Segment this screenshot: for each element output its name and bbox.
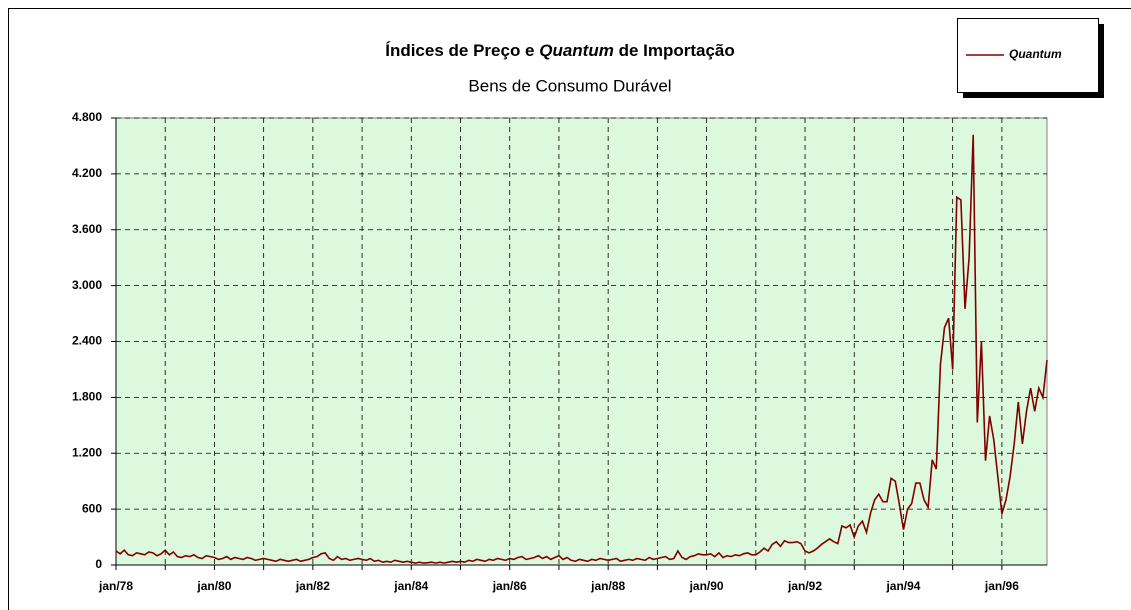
x-tick-label: jan/82	[295, 579, 330, 593]
x-tick-label: jan/96	[984, 579, 1019, 593]
x-tick-label: jan/94	[885, 579, 920, 593]
chart-title: Índices de Preço e Quantum de Importação	[385, 41, 735, 60]
chart-border	[8, 8, 1131, 610]
x-tick-label: jan/78	[98, 579, 133, 593]
y-tick-label: 4.800	[72, 110, 102, 124]
x-tick-label: jan/88	[590, 579, 625, 593]
legend-label: Quantum	[1009, 47, 1062, 61]
x-tick-label: jan/90	[689, 579, 724, 593]
x-tick-label: jan/84	[393, 579, 428, 593]
x-tick-label: jan/80	[196, 579, 231, 593]
title-part: Índices de Preço e	[385, 41, 539, 60]
y-tick-label: 0	[95, 557, 102, 571]
y-tick-label: 4.200	[72, 166, 102, 180]
title-part: Quantum	[539, 41, 614, 60]
data-line	[115, 134, 1048, 564]
y-tick-label: 3.000	[72, 278, 102, 292]
y-tick-label: 1.800	[72, 390, 102, 404]
y-tick-label: 3.600	[72, 222, 102, 236]
x-tick-label: jan/86	[492, 579, 527, 593]
y-tick-label: 600	[82, 501, 102, 515]
y-tick-label: 2.400	[72, 334, 102, 348]
y-tick-label: 1.200	[72, 445, 102, 459]
chart-subtitle: Bens de Consumo Durável	[468, 76, 671, 95]
title-part: de Importação	[614, 41, 735, 60]
x-tick-label: jan/92	[787, 579, 822, 593]
